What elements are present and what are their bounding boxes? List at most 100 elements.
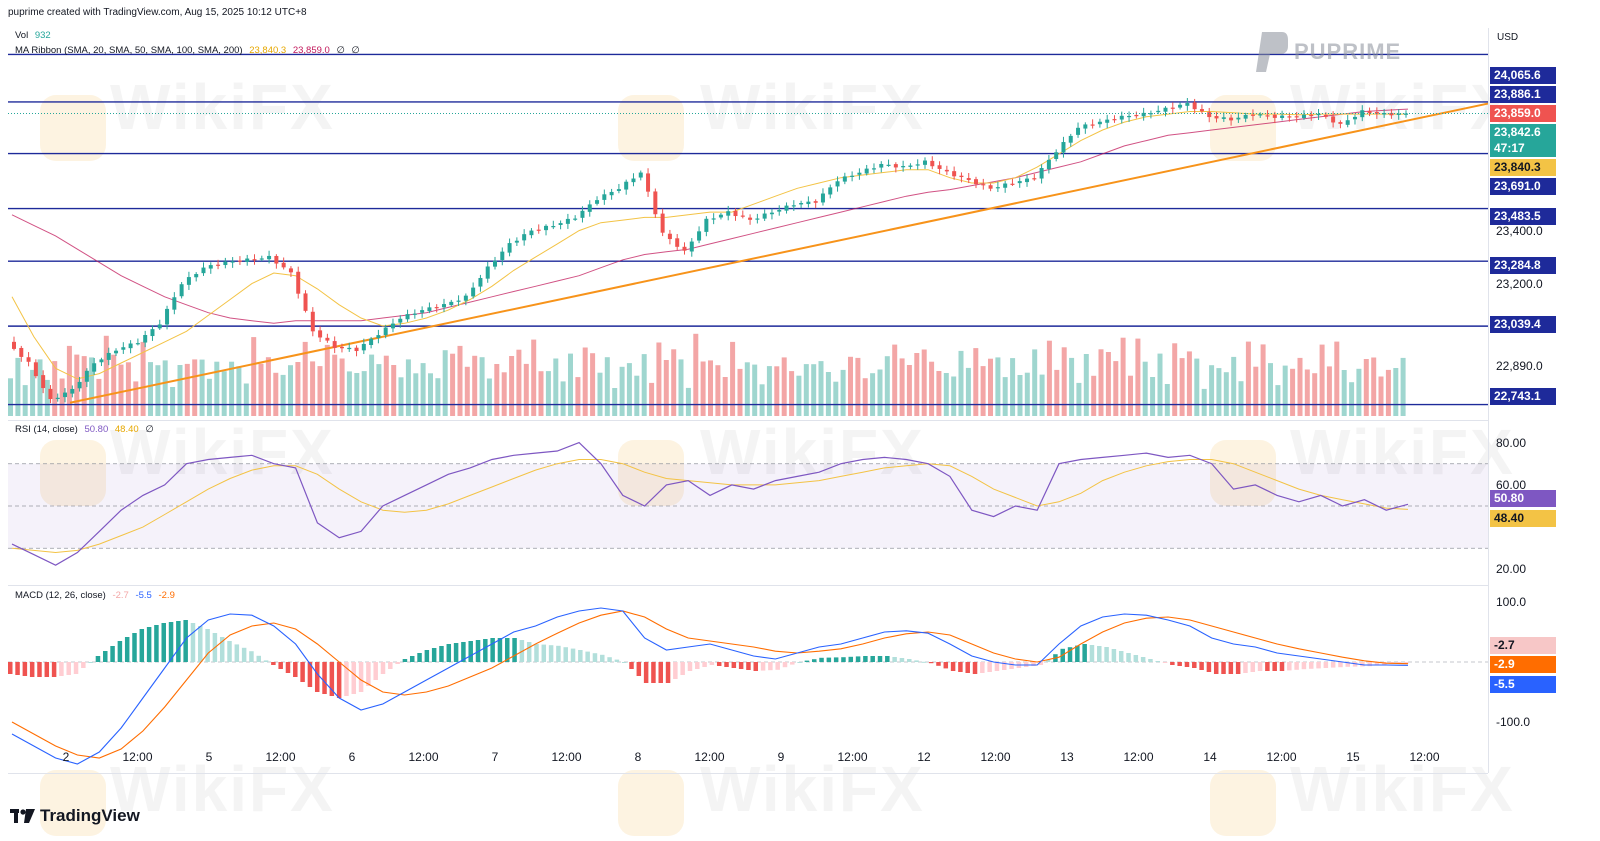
candle-body [1331,116,1336,123]
volume-bar [545,371,551,416]
volume-bar [214,361,220,416]
volume-bar [413,373,419,416]
candle-body [157,324,162,329]
candle-body [48,388,53,399]
candle-body [1112,119,1117,121]
macd-histogram-bar [1338,662,1343,668]
volume-bar [818,361,824,416]
volume-legend[interactable]: Vol 932 [15,30,51,41]
candle-body [1127,115,1132,118]
candle-body [1017,181,1022,184]
macd-histogram-bar [526,642,532,662]
volume-bar [494,364,500,416]
candle-body [1236,117,1241,120]
volume-bar [435,378,441,416]
rsi-value-tag: 48.40 [1490,510,1556,527]
candle-body [398,318,403,323]
candle-body [245,258,250,262]
macd-histogram-bar [643,662,649,683]
ma-ribbon-legend-label: MA Ribbon (SMA, 20, SMA, 50, SMA, 100, S… [15,45,243,56]
macd-histogram-bar [760,662,766,671]
rsi-legend-value-3: ∅ [145,424,154,435]
volume-bar [553,358,559,416]
candle-body [573,218,578,220]
volume-bar [450,353,456,416]
macd-histogram-bar [651,662,656,683]
candle-body [952,171,957,177]
candle-body [369,338,374,345]
volume-bar [1046,340,1052,416]
candle-body [1280,115,1285,118]
macd-histogram-bar [1308,662,1314,669]
macd-histogram-bar [95,656,101,662]
macd-histogram-bar [1031,662,1036,666]
volume-bar [1326,366,1332,416]
time-axis-tick: 12:00 [408,750,439,764]
candle-body [1046,159,1051,170]
candle-body [449,301,454,306]
macd-histogram-bar [300,662,305,682]
candle-body [441,304,446,308]
volume-bar [317,366,323,416]
volume-bar [840,369,846,416]
volume-bar [590,353,596,416]
macd-histogram-bar [1089,645,1095,662]
volume-bar [877,369,883,416]
volume-bar [870,373,876,416]
rsi-legend[interactable]: RSI (14, close) 50.80 48.40 ∅ [15,424,154,435]
candle-body [602,194,607,200]
candle-body [1039,168,1044,179]
volume-bar [1334,341,1340,416]
macd-histogram-bar [8,662,13,674]
volume-bar [781,357,787,416]
macd-histogram-bar [709,662,715,665]
candle-body [1054,152,1059,159]
candle-body [1316,113,1321,116]
macd-histogram-bar [848,656,854,662]
macd-histogram-bar [263,660,269,662]
candle-body [1025,178,1030,183]
macd-histogram-bar [1228,662,1234,674]
candle-body [871,168,876,170]
price-axis-tick: 23,400.0 [1496,223,1543,238]
macd-histogram-bar [1221,662,1226,674]
candle-body [310,311,315,332]
volume-bar [516,349,522,416]
rsi-value-tag: 50.80 [1490,490,1556,507]
macd-histogram-bar [607,657,612,662]
volume-bar [1135,338,1141,416]
volume-bar [295,362,301,416]
candle-body [580,210,585,218]
signal-legend-value: -2.9 [158,590,175,601]
candle-body [1374,112,1379,114]
time-axis-tick: 12:00 [694,750,725,764]
macd-histogram-bar [439,646,444,662]
volume-bar [1297,357,1303,416]
volume-bar [192,359,198,416]
volume-bar [1164,384,1170,416]
volume-bar [221,371,227,416]
price-tag-label: 23,483.5 [1490,208,1556,225]
macd-legend[interactable]: MACD (12, 26, close) -2.7 -5.5 -2.9 [15,590,175,601]
created-caption: puprime created with TradingView.com, Au… [8,7,307,18]
ma-ribbon-legend[interactable]: MA Ribbon (SMA, 20, SMA, 50, SMA, 100, S… [15,45,360,56]
macd-line [11,607,1409,765]
volume-bar [199,359,205,416]
macd-histogram-bar [146,627,152,662]
volume-bar [1356,368,1362,416]
candle-body [1345,120,1350,125]
macd-histogram-bar [461,642,466,662]
macd-histogram-bar [753,662,759,671]
volume-bar [258,363,264,416]
macd-histogram-bar [249,651,254,662]
rsi-axis-tick: 20.00 [1496,562,1527,577]
candle-body [376,335,381,339]
macd-histogram-bar [1265,662,1270,671]
candle-body [390,323,395,329]
macd-histogram-bar [22,662,28,676]
candle-body [901,166,906,168]
macd-histogram-bar [388,662,393,669]
candle-body [733,210,738,217]
candle-body [689,241,694,252]
